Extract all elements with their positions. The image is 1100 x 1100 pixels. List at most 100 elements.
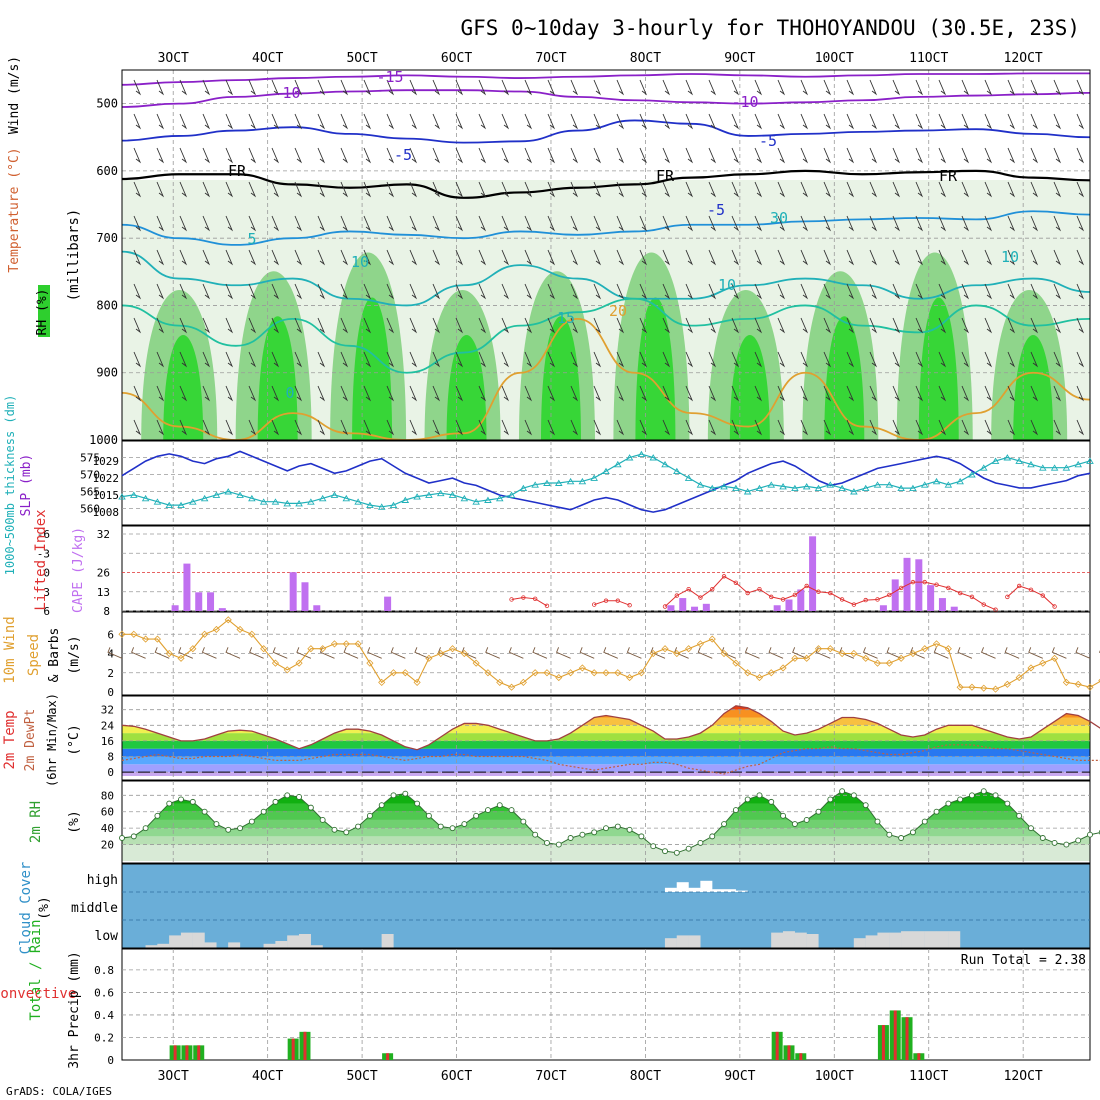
wind-barb: [1007, 181, 1016, 198]
contour-label: 20: [609, 302, 627, 320]
wind-barb: [984, 419, 993, 436]
cape-bar: [691, 606, 699, 611]
wind-barb: [409, 385, 418, 402]
wind-barb: [478, 385, 487, 402]
wind-barb: [202, 249, 211, 266]
thickness-marker: [224, 488, 233, 495]
wind-barb: [294, 113, 303, 130]
wind-speed-marker: [448, 645, 457, 653]
wind-barb: [961, 147, 970, 164]
thickness-marker: [366, 501, 374, 509]
contour-label: -5: [707, 201, 725, 219]
rh-marker: [508, 807, 515, 814]
wind-speed-marker: [838, 649, 846, 658]
wind-barb: [754, 147, 763, 164]
wind-barb: [501, 215, 510, 232]
lifted-index-marker: [1040, 593, 1045, 598]
rh-marker: [791, 821, 798, 828]
wind-speed-marker: [519, 678, 527, 686]
wind-barb: [662, 113, 671, 130]
temperature-band: [122, 748, 1090, 757]
wind-speed-marker: [791, 654, 799, 662]
wind-barb: [1007, 317, 1016, 334]
thickness-marker: [779, 483, 787, 490]
wind-barb: [1007, 283, 1016, 300]
rh-marker: [225, 826, 232, 833]
thickness-marker: [212, 491, 221, 498]
wind-barb: [1053, 181, 1062, 198]
wind-barb-10m: [933, 647, 949, 659]
wind-barb: [961, 181, 970, 198]
contour-label: -15: [376, 68, 403, 86]
wind-barb: [432, 113, 441, 130]
wind-speed-marker: [732, 659, 740, 667]
wind-barb: [294, 351, 303, 368]
wind-speed-marker: [342, 640, 350, 648]
wind-barb: [892, 113, 901, 130]
wind-barb: [340, 385, 349, 402]
thickness-marker: [377, 503, 386, 510]
cape-bar: [785, 599, 793, 611]
temperature-axis-label-1: 2m Temp: [2, 710, 18, 769]
wind-barb: [386, 283, 395, 300]
wind-barb: [271, 79, 280, 96]
wind-barb: [317, 181, 326, 198]
wind-barb: [1007, 79, 1016, 96]
cloud-bar: [794, 932, 807, 948]
precip-convective-bar: [799, 1053, 803, 1060]
wind-barb: [570, 419, 579, 436]
isotherm-line: [121, 250, 1091, 307]
wind-barb: [1076, 113, 1085, 130]
wind-barb: [386, 181, 395, 198]
bottom-x-tick-label: 12OCT: [1004, 1069, 1043, 1084]
wind-barb: [938, 113, 947, 130]
cloud-bar: [228, 942, 241, 948]
wind-barb: [294, 385, 303, 402]
wind-barb: [432, 147, 441, 164]
wind-barb: [639, 215, 648, 232]
wind-barb: [156, 113, 165, 130]
wind-speed-marker: [118, 630, 126, 638]
wind-barb: [156, 249, 165, 266]
temperature-band: [122, 740, 1090, 749]
cloud-bar: [145, 945, 158, 948]
rh-marker: [213, 821, 220, 828]
wind-barb: [892, 181, 901, 198]
wind-barb: [317, 249, 326, 266]
wind-barb: [685, 147, 694, 164]
wind-barb: [248, 147, 257, 164]
wind-barb: [1007, 249, 1016, 266]
wind-barb: [1030, 249, 1039, 266]
wind-barb: [317, 283, 326, 300]
wind-barb: [593, 351, 602, 368]
wind-speed-marker: [932, 640, 941, 648]
contour-label: 30: [770, 209, 788, 227]
wind-barb: [455, 317, 464, 334]
rh-marker: [1051, 839, 1058, 846]
lifted-index-marker: [863, 597, 868, 603]
wind-barb: [639, 317, 648, 334]
wind-barb: [1076, 283, 1085, 300]
wind-barb: [1007, 113, 1016, 130]
thickness-marker: [425, 491, 433, 498]
wind-barb: [179, 181, 188, 198]
wind-barb-10m: [485, 647, 500, 659]
wind-barb: [409, 249, 418, 266]
wind-barb: [156, 385, 165, 402]
thickness-marker: [283, 500, 292, 507]
wind-barb-10m: [957, 647, 973, 659]
wind-barb: [202, 283, 211, 300]
thickness-marker: [295, 500, 303, 507]
wind-speed-marker: [319, 645, 327, 653]
wind-barb: [455, 181, 464, 198]
rh-marker: [921, 818, 928, 825]
cloud-bar: [948, 931, 961, 948]
rh-marker: [544, 839, 550, 846]
lifted-index-marker: [1028, 587, 1034, 593]
wind-legend-label: Wind (m/s): [7, 56, 22, 134]
wind-barb: [133, 79, 142, 96]
wind-barb: [133, 147, 142, 164]
wind-barb: [317, 113, 326, 130]
cloud-bar: [169, 935, 182, 948]
lifted-index-marker: [875, 597, 880, 602]
